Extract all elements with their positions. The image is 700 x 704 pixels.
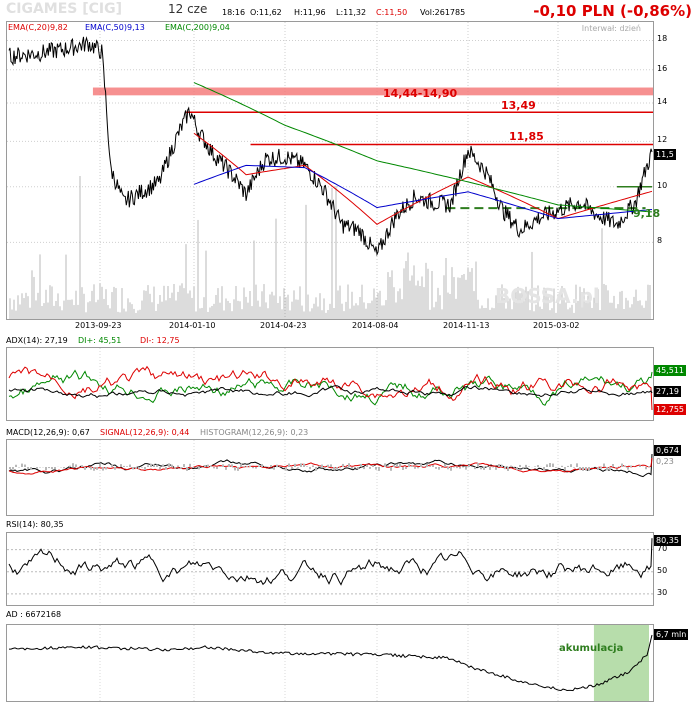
macd-signal-label: SIGNAL(12,26,9): 0,44 [100, 428, 190, 437]
di-plus-line [8, 369, 653, 406]
zone-annotation: 14,44-14,90 [383, 87, 458, 100]
ad-chart [9, 625, 653, 701]
di-minus-label: DI-: 12,75 [140, 336, 180, 345]
accumulation-zone [593, 625, 649, 701]
date-tick: 2014-04-23 [260, 321, 307, 330]
price-y-tick: 14 [657, 97, 668, 107]
price-y-tick: 8 [657, 236, 663, 246]
price-y-tick: 12 [657, 135, 668, 145]
ema20-legend: EMA(C,20)9,82 [8, 23, 68, 32]
macd-hist-label: HISTOGRAM(12,26,9): 0,23 [200, 428, 309, 437]
ema50-line [193, 164, 653, 220]
date-tick: 2014-01-10 [169, 321, 216, 330]
rsi-y-tick: 30 [657, 587, 668, 597]
ad-value-tag: 6,7 mln [654, 629, 689, 640]
price-tag: 11,5 [654, 149, 676, 160]
ema200-legend: EMA(C,200)9,04 [165, 23, 230, 32]
signal-line [8, 457, 653, 475]
date-tick: 2015-03-02 [533, 321, 580, 330]
rsi-panel [6, 532, 654, 606]
date-tick: 2013-09-23 [75, 321, 122, 330]
adx-panel [6, 347, 654, 421]
price-y-tick: 10 [657, 180, 668, 190]
annotation-918: 9,18 [633, 207, 661, 220]
time-label: 18:16 [222, 8, 246, 17]
adx-label: ADX(14): 27,19 [6, 336, 68, 345]
open-label: O:11,62 [250, 8, 282, 17]
macd-value-tag: 0,674 [654, 445, 681, 456]
price-y-tick: 18 [657, 34, 668, 44]
annotation-1185: 11,85 [509, 130, 544, 143]
price-y-tick: 16 [657, 63, 668, 73]
date-tick: 2014-08-04 [352, 321, 399, 330]
chart-header: CIGAMES [CIG] 12 cze 18:16 O:11,62 H:11,… [6, 0, 696, 20]
ema200-line [193, 82, 653, 213]
ticker-title: CIGAMES [CIG] [6, 1, 123, 17]
di-plus-label: DI+: 45,51 [78, 336, 122, 345]
rsi-y-tick: 50 [657, 565, 668, 575]
macd-line [8, 453, 653, 478]
ad-line [9, 634, 653, 692]
high-label: H:11,96 [294, 8, 326, 17]
price-line [8, 36, 653, 257]
accumulation-annotation: akumulacja [559, 643, 624, 654]
rsi-y-tick: 70 [657, 543, 668, 553]
interval-label: Interwał: dzień [581, 24, 641, 33]
adx-value-tag: 27,19 [654, 386, 681, 397]
macd-chart [8, 440, 653, 515]
adx-chart [8, 348, 653, 420]
rsi-line [8, 538, 653, 586]
rsi-chart [7, 533, 653, 605]
adx-di-minus-tag: 12,755 [654, 404, 686, 415]
ema50-legend: EMA(C,50)9,13 [85, 23, 145, 32]
low-label: L:11,32 [336, 8, 367, 17]
rsi-value-tag: 80,35 [654, 535, 681, 546]
macd-hist-tag: 0,23 [654, 456, 676, 467]
adx-di-plus-tag: 45,511 [654, 365, 686, 376]
change-label: -0,10 PLN (-0,86%) [533, 2, 692, 20]
ad-panel: akumulacja [6, 624, 654, 702]
di-minus-line [8, 365, 653, 411]
annotation-1349: 13,49 [501, 99, 536, 112]
watermark: BOSSA.pl [495, 284, 600, 308]
date-label: 12 cze [168, 2, 208, 16]
ema20-line [193, 132, 653, 226]
ad-label: AD : 6672168 [6, 610, 62, 619]
close-label: C:11,50 [376, 8, 408, 17]
resistance-zone [92, 87, 653, 96]
price-panel: EMA(C,20)9,82 EMA(C,50)9,13 EMA(C,200)9,… [6, 21, 660, 320]
date-tick: 2014-11-13 [443, 321, 490, 330]
rsi-label: RSI(14): 80,35 [6, 520, 64, 529]
adx-line [8, 385, 653, 399]
macd-panel [6, 439, 654, 516]
volume-label: Vol:261785 [420, 8, 466, 17]
macd-label: MACD(12,26,9): 0,67 [6, 428, 90, 437]
price-chart [7, 22, 653, 319]
